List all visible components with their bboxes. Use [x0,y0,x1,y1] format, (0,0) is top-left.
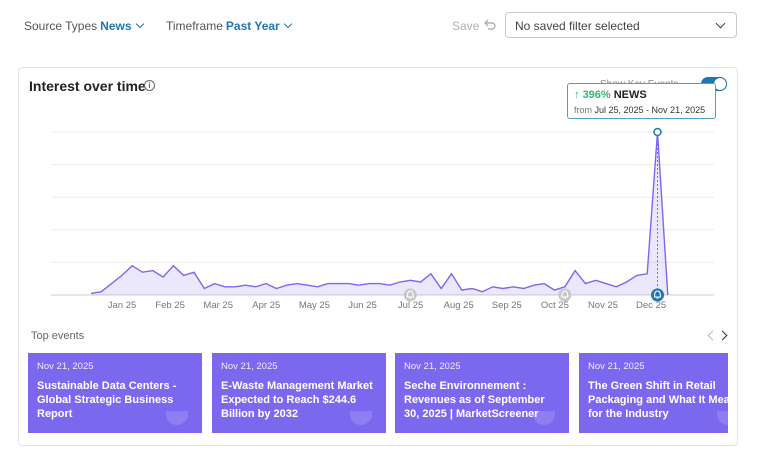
source-types-value: News [100,19,132,33]
x-tick-label: Mar 25 [203,300,233,311]
event-title: Sustainable Data Centers - Global Strate… [37,380,177,420]
event-card[interactable]: Nov 21, 2025 Sustainable Data Centers - … [28,353,202,433]
filter-bar: Source Types News Timeframe Past Year Save… [0,0,757,52]
saved-filter-text: No saved filter selected [515,19,640,33]
x-tick-label: Nov 25 [588,300,618,311]
events-prev-icon[interactable] [707,330,718,341]
tooltip-range: Jul 25, 2025 - Nov 21, 2025 [594,105,706,115]
card-title: Interest over time [29,78,146,94]
x-tick-label: Jul 25 [398,300,423,311]
event-card[interactable]: Nov 21, 2025 The Green Shift in Retail P… [579,353,728,433]
event-title: E-Waste Management Market Expected to Re… [221,380,373,420]
save-button[interactable]: Save [452,19,480,33]
event-date: Nov 21, 2025 [37,361,94,372]
undo-icon[interactable] [483,18,497,37]
x-tick-label: Feb 25 [155,300,185,311]
chart-grid [51,131,714,296]
bell-icon[interactable] [558,288,572,302]
interest-over-time-card: Interest over time i Show Key Events Jan… [18,67,738,446]
tooltip-from-label: from [574,105,592,115]
peak-tooltip: ↑ 396% NEWS from Jul 25, 2025 - Nov 21, 2… [567,83,716,119]
events-next-icon[interactable] [717,330,728,341]
timeframe-dropdown[interactable]: Timeframe Past Year [166,19,292,33]
bell-icon[interactable] [403,288,417,302]
key-event-markers [403,288,664,302]
chevron-down-icon [715,18,726,29]
event-title: The Green Shift in Retail Packaging and … [588,380,728,420]
event-decoration [350,411,372,425]
timeframe-label: Timeframe [166,19,223,33]
peak-point [653,127,662,137]
x-tick-label: Aug 25 [444,300,474,311]
saved-filter-select[interactable]: No saved filter selected [505,12,737,38]
info-icon[interactable]: i [144,80,155,91]
x-tick-label: Oct 25 [541,300,569,311]
event-date: Nov 21, 2025 [404,361,461,372]
x-tick-label: Jan 25 [108,300,137,311]
tooltip-label: NEWS [613,89,647,101]
event-decoration [166,411,188,425]
event-date: Nov 21, 2025 [221,361,278,372]
top-events-label: Top events [31,330,85,342]
tooltip-headline: ↑ 396% NEWS [574,89,647,101]
timeframe-value: Past Year [225,19,280,33]
x-tick-label: May 25 [299,300,330,311]
events-carousel: Nov 21, 2025 Sustainable Data Centers - … [28,353,728,433]
x-tick-label: Apr 25 [252,300,280,311]
event-card[interactable]: Nov 21, 2025 Seche Environnement : Reven… [395,353,569,433]
x-tick-label: Jun 25 [348,300,377,311]
arrow-up-icon: ↑ [574,89,580,101]
tooltip-range-row: from Jul 25, 2025 - Nov 21, 2025 [574,105,705,115]
series-line [90,131,669,296]
tooltip-change: 396% [582,89,611,101]
event-decoration [533,411,555,425]
chevron-down-icon [283,19,292,29]
x-axis: Jan 25 Feb 25 Mar 25 Apr 25 May 25 Jun 25 Jul … [108,300,666,311]
event-decoration [717,411,728,425]
x-tick-label: Sep 25 [492,300,522,311]
chevron-down-icon [135,19,144,29]
event-title: Seche Environnement : Revenues as of Sep… [404,380,545,420]
interest-chart: Jan 25 Feb 25 Mar 25 Apr 25 May 25 Jun 25 Jul … [51,127,714,311]
event-date: Nov 21, 2025 [588,361,645,372]
event-card[interactable]: Nov 21, 2025 E-Waste Management Market E… [212,353,386,433]
bell-icon[interactable] [651,288,664,302]
x-tick-label: Dec 25 [636,300,666,311]
source-types-label: Source Types [24,19,98,33]
source-types-dropdown[interactable]: Source Types News [24,19,144,33]
series-area [91,132,668,295]
